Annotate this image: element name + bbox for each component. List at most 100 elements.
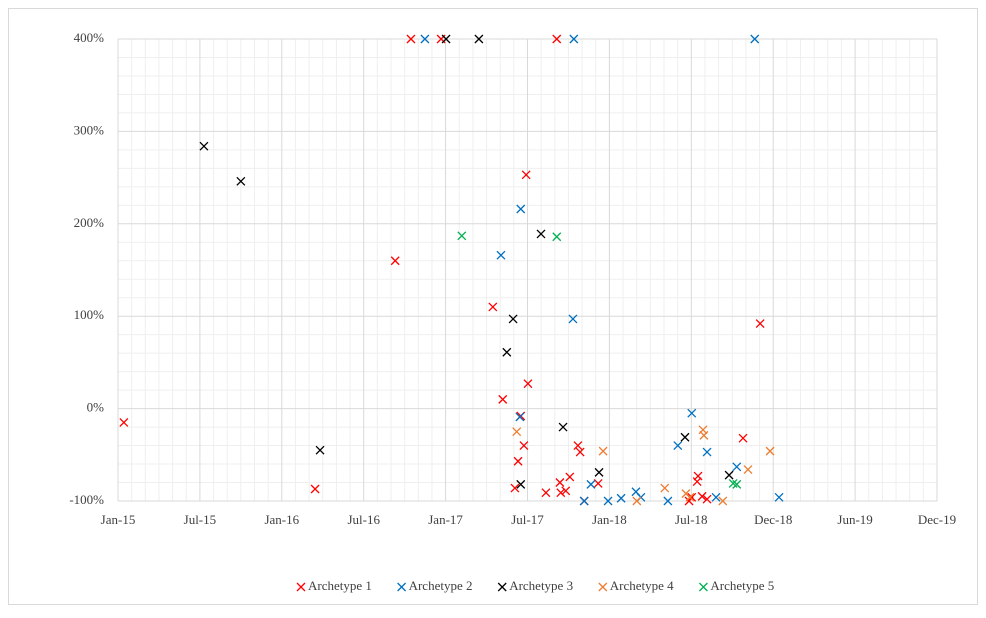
point: [718, 496, 728, 506]
point: [750, 34, 760, 44]
legend-marker: [698, 582, 708, 592]
point: [502, 347, 512, 357]
x-tick-label: Jan-15: [101, 512, 136, 527]
point: [743, 465, 753, 475]
point: [575, 447, 585, 457]
y-tick-label: 0%: [87, 400, 105, 415]
x-tick-label: Jan-16: [264, 512, 299, 527]
x-tick-label: Dec-18: [754, 512, 792, 527]
point: [774, 492, 784, 502]
grid: [117, 38, 938, 502]
legend-marker: [397, 582, 407, 592]
point: [541, 488, 551, 498]
point: [519, 441, 529, 451]
marks: [119, 34, 784, 506]
x-tick-label: Jul-17: [511, 512, 544, 527]
point: [310, 484, 320, 494]
point: [724, 470, 734, 480]
legend-label: Archetype 4: [610, 578, 674, 593]
legend-label: Archetype 5: [710, 578, 774, 593]
point: [510, 483, 520, 493]
legend-label: Archetype 3: [509, 578, 573, 593]
point: [697, 491, 707, 501]
y-tick-label: -100%: [69, 492, 104, 507]
point: [552, 232, 562, 242]
point: [406, 34, 416, 44]
point: [561, 486, 571, 496]
point: [457, 231, 467, 241]
point: [236, 176, 246, 186]
point: [119, 418, 129, 427]
point: [569, 34, 579, 44]
point: [516, 479, 526, 489]
point: [755, 319, 765, 329]
point: [441, 34, 451, 44]
y-tick-label: 200%: [74, 215, 105, 230]
point: [680, 432, 690, 442]
point: [496, 250, 506, 260]
point: [593, 478, 603, 488]
point: [663, 496, 673, 506]
point: [732, 462, 742, 472]
point: [632, 496, 642, 506]
x-tick-label: Jan-18: [592, 512, 627, 527]
point: [515, 412, 525, 422]
point: [521, 170, 531, 180]
point: [508, 314, 518, 324]
point: [693, 471, 703, 481]
point: [616, 493, 626, 503]
point: [586, 479, 596, 489]
legend-marker: [598, 582, 608, 592]
point: [513, 456, 523, 466]
point: [738, 433, 748, 443]
point: [512, 427, 522, 437]
x-tick-label: Jun-19: [837, 512, 872, 527]
legend-marker: [497, 582, 507, 592]
point: [702, 494, 712, 504]
point: [536, 229, 546, 239]
x-tick-label: Jul-15: [184, 512, 217, 527]
point: [199, 141, 209, 151]
point: [498, 394, 508, 404]
point: [598, 446, 608, 456]
x-tick-label: Jan-17: [428, 512, 463, 527]
point: [523, 379, 533, 389]
point: [603, 496, 613, 506]
y-tick-label: 300%: [74, 122, 105, 137]
x-tick-label: Jul-16: [347, 512, 380, 527]
point: [558, 422, 568, 432]
legend-label: Archetype 2: [409, 578, 473, 593]
point: [687, 408, 697, 418]
point: [488, 302, 498, 312]
point: [555, 478, 565, 487]
point: [390, 256, 400, 266]
point: [765, 446, 775, 456]
point: [474, 34, 484, 44]
point: [556, 488, 566, 498]
point: [660, 483, 670, 493]
axes: Jan-15 Jul-15 Jan-16 Jul-16 Jan-17 Jul-17 Jan-…: [69, 30, 956, 527]
x-tick-label: Dec-19: [918, 512, 956, 527]
point: [732, 479, 742, 489]
y-tick-label: 100%: [74, 307, 105, 322]
point: [420, 34, 430, 44]
point: [315, 445, 325, 455]
point: [687, 492, 697, 502]
legend-label: Archetype 1: [308, 578, 372, 593]
point: [699, 430, 709, 440]
y-tick-label: 400%: [74, 30, 105, 45]
point: [568, 314, 578, 324]
point: [702, 447, 712, 457]
point: [573, 441, 583, 451]
legend-marker: [296, 582, 306, 592]
point: [711, 492, 721, 502]
legend: Archetype 1 Archetype 2 Archetype 3 Archety…: [296, 578, 774, 593]
point: [565, 472, 575, 482]
x-tick-label: Jul-18: [675, 512, 708, 527]
point: [594, 467, 604, 477]
point: [516, 204, 526, 214]
point: [579, 496, 589, 506]
point: [685, 492, 695, 502]
point: [552, 34, 562, 44]
